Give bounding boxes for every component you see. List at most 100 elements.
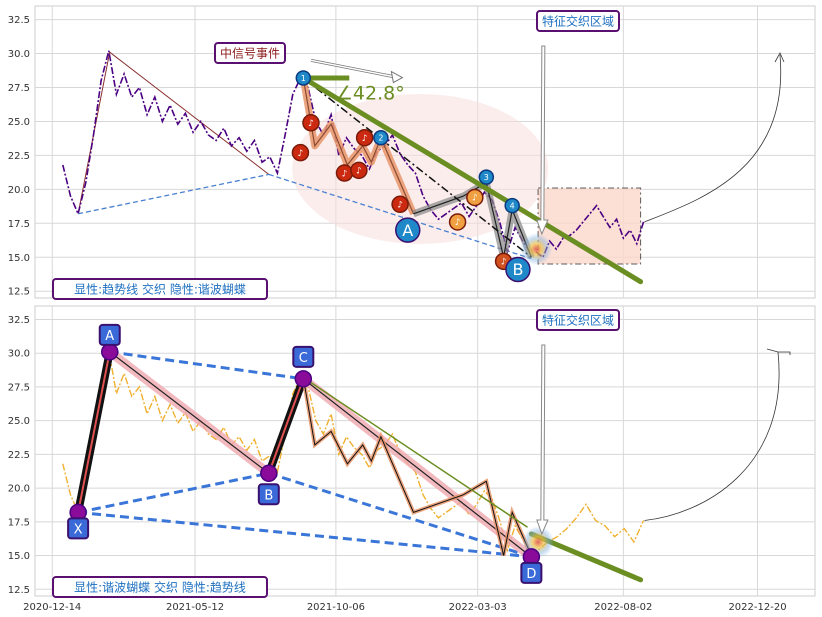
pattern-label-box [67, 517, 90, 540]
pattern-line-bd [268, 471, 532, 559]
pattern-label-box [292, 345, 315, 368]
event-marker: ♪ [362, 134, 368, 144]
pattern-point-marker [100, 343, 119, 361]
zone-arrow [536, 45, 549, 236]
pattern-point-label: B [264, 488, 273, 503]
y-tick-label: 12.5 [8, 287, 30, 298]
dashed-line-bd [268, 173, 532, 260]
y-tick-label: 22.5 [8, 450, 30, 461]
y-tick-label: 32.5 [8, 15, 30, 26]
event-marker-marker [466, 188, 484, 207]
y-tick-label: 25.0 [8, 416, 30, 427]
event-marker-marker [391, 195, 409, 214]
wave-label-marker [505, 256, 531, 283]
price-series-line [535, 204, 645, 259]
trendline [300, 75, 644, 285]
event-marker: ♪ [397, 201, 403, 211]
y-tick-label: 17.5 [8, 219, 30, 230]
wave-label-marker [395, 217, 421, 243]
event-marker: ♪ [298, 149, 304, 159]
harmonic-point-label: 3 [484, 173, 489, 182]
projection-curve [644, 54, 782, 223]
panel-caption: 显性:趋势线 交织 隐性:谐波蝴蝶 [74, 281, 246, 296]
event-marker: ♪ [308, 119, 314, 129]
angle-label: ∠42.8° [336, 83, 405, 105]
event-marker-marker [291, 143, 310, 162]
price-series-line [62, 350, 645, 553]
y-tick-label: 20.0 [8, 484, 30, 495]
event-marker-marker [448, 213, 467, 231]
top-panel: 12.5 15.0 17.5 20.0 22.5 25.0 27.5 30.0 32.5 ∠42.… [8, 5, 816, 300]
pattern-line-cd [302, 378, 532, 558]
harmonic-point-label-marker [504, 197, 520, 214]
event-marker-marker [302, 114, 320, 132]
price-series-line [62, 50, 532, 255]
pattern-line-ac [109, 350, 304, 381]
y-tick-label: 27.5 [8, 382, 30, 393]
dashed-line-xb [77, 173, 269, 215]
event-marker: ♪ [472, 194, 478, 204]
y-tick-label: 30.0 [8, 349, 30, 360]
wave-label: A [402, 221, 413, 240]
panel-caption-box [52, 576, 268, 598]
feature-zone-label-box [536, 309, 620, 331]
pattern-leg-core-xa [77, 351, 111, 513]
y-tick-label: 12.5 [8, 585, 30, 596]
x-tick-label: 2022-08-02 [594, 602, 652, 613]
event-marker: ♪ [501, 258, 507, 268]
pattern-point-label: X [74, 522, 83, 537]
pattern-line-ab [109, 351, 270, 474]
x-tick-label: 2020-12-14 [23, 602, 81, 613]
pattern-point-marker [260, 464, 278, 483]
pattern-point-marker [294, 370, 313, 388]
pattern-leg-core-bc [267, 378, 305, 474]
projection-arrow-head [774, 52, 785, 63]
y-tick-label: 17.5 [8, 517, 30, 528]
zone-arrow [536, 344, 549, 536]
harmonic-point-label-marker [373, 129, 389, 146]
harmonic-point-label-marker [295, 70, 312, 86]
y-tick-label: 15.0 [8, 253, 30, 264]
x-tick-label: 2021-10-06 [307, 602, 365, 613]
y-tick-label: 27.5 [8, 83, 30, 94]
wave-label: B [512, 260, 523, 279]
pattern-point-label: D [526, 567, 536, 582]
feature-zone-label-box [536, 10, 620, 32]
bottom-panel: 12.5 15.0 17.5 20.0 22.5 25.0 27.5 30.0 32.5 2020… [8, 305, 816, 613]
signal-arrow-head [390, 70, 404, 84]
feature-zone-label: 特征交织区域 [542, 13, 614, 28]
event-marker: ♪ [356, 167, 362, 177]
harmonic-point-label: 4 [510, 202, 515, 211]
pattern-point-label: A [105, 329, 114, 344]
thin-trendline [302, 376, 528, 528]
y-tick-label: 15.0 [8, 551, 30, 562]
wave-zigzag-core [302, 377, 532, 556]
event-marker-marker [355, 128, 374, 147]
signal-arrow-inner [310, 59, 394, 78]
y-tick-label: 20.0 [8, 185, 30, 196]
event-marker: ♪ [342, 169, 348, 179]
x-tick-label: 2022-12-20 [728, 602, 786, 613]
harmonic-point-label-marker [478, 169, 495, 185]
pattern-line-xb [77, 471, 270, 514]
event-marker: ♪ [455, 218, 461, 228]
dashdot-line [302, 77, 532, 258]
wave-segment-2-core [413, 181, 532, 258]
panel-caption: 显性:谐波蝴蝶 交织 隐性:趋势线 [74, 579, 246, 594]
pattern-label-box [98, 323, 121, 346]
pattern-label-box [520, 561, 543, 584]
y-tick-label: 22.5 [8, 151, 30, 162]
pattern-label-box [257, 483, 280, 506]
plot-area [34, 305, 816, 597]
panel-caption-box [52, 278, 268, 300]
signal-event-label: 中信号事件 [220, 45, 280, 60]
signal-event-label-box [214, 42, 286, 64]
feature-zone-label: 特征交织区域 [542, 312, 614, 327]
pattern-line-xd [77, 510, 532, 559]
event-marker-marker [350, 161, 368, 180]
y-tick-label: 32.5 [8, 315, 30, 326]
pattern-point-label: C [299, 351, 308, 366]
y-tick-label: 25.0 [8, 117, 30, 128]
y-tick-label: 30.0 [8, 49, 30, 60]
